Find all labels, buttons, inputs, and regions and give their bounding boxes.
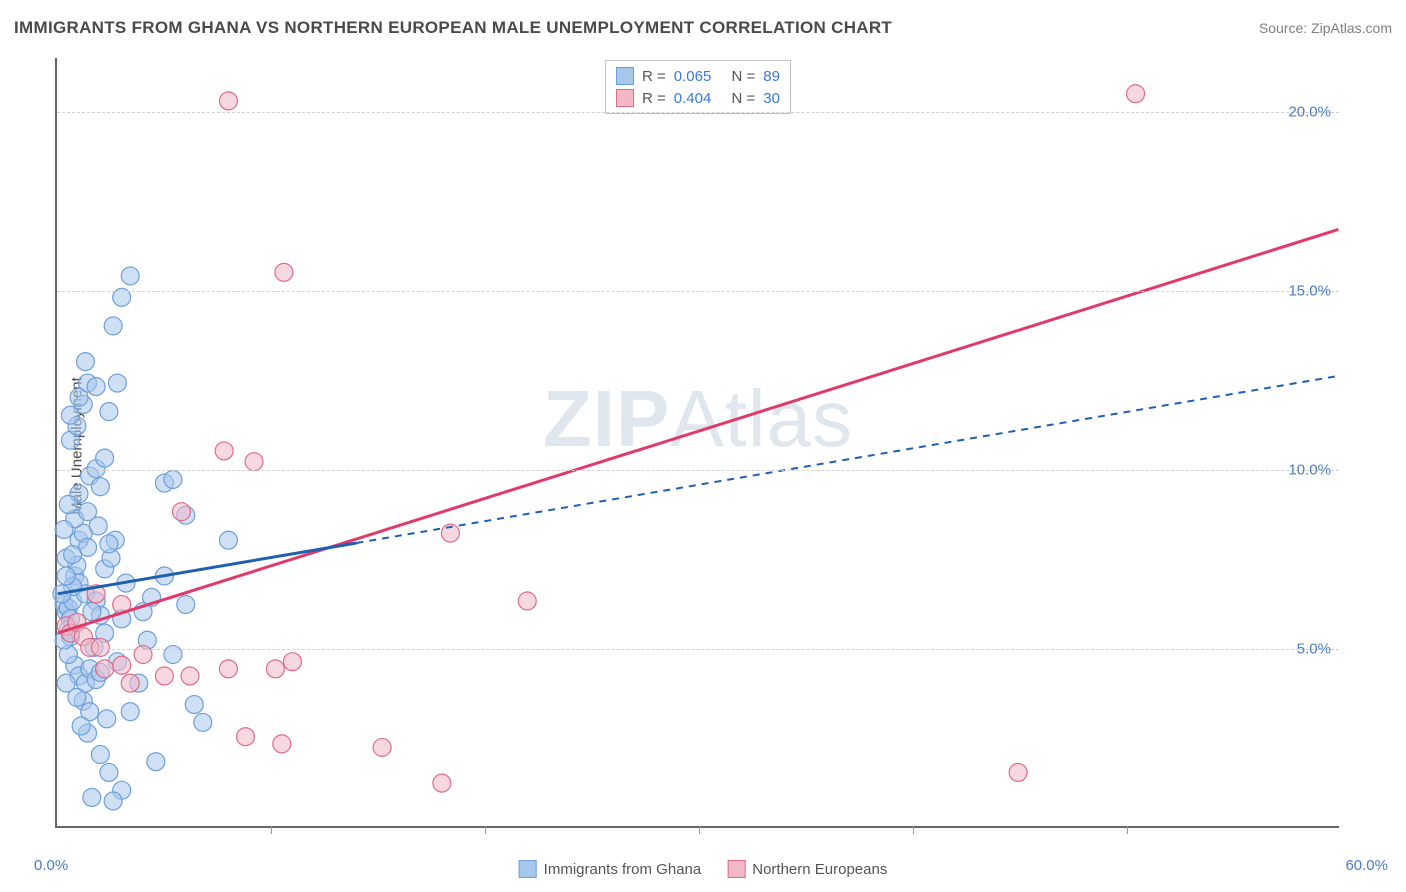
trend-line-dashed [356, 376, 1338, 543]
scatter-point [1009, 763, 1027, 781]
scatter-point [108, 374, 126, 392]
scatter-point [155, 667, 173, 685]
legend-row-a: R = 0.065 N = 89 [616, 65, 780, 87]
scatter-point [121, 267, 139, 285]
scatter-point [100, 763, 118, 781]
scatter-point [172, 503, 190, 521]
scatter-point [64, 546, 82, 564]
swatch-series-b-icon [727, 860, 745, 878]
plot-area: ZIPAtlas R = 0.065 N = 89 R = 0.404 N = … [55, 58, 1339, 828]
series-legend: Immigrants from Ghana Northern Europeans [519, 860, 888, 878]
x-tick-mark [1127, 826, 1128, 834]
scatter-point [57, 567, 75, 585]
scatter-point [113, 656, 131, 674]
scatter-point [59, 496, 77, 514]
scatter-point [433, 774, 451, 792]
gridline-h [57, 291, 1339, 292]
scatter-point [219, 660, 237, 678]
y-tick-label: 5.0% [1297, 640, 1331, 657]
scatter-point [68, 688, 86, 706]
swatch-series-b [616, 89, 634, 107]
x-tick-mark [913, 826, 914, 834]
n-label: N = [732, 68, 756, 85]
scatter-point [104, 792, 122, 810]
swatch-series-a-icon [519, 860, 537, 878]
r-label: R = [642, 90, 666, 107]
scatter-point [72, 717, 90, 735]
x-tick-mark [271, 826, 272, 834]
scatter-point [219, 531, 237, 549]
n-value-a: 89 [763, 68, 780, 85]
scatter-point [100, 535, 118, 553]
scatter-point [245, 453, 263, 471]
gridline-h [57, 470, 1339, 471]
chart-svg [57, 58, 1339, 826]
legend-item-b: Northern Europeans [727, 860, 887, 878]
r-value-b: 0.404 [674, 90, 712, 107]
r-value-a: 0.065 [674, 68, 712, 85]
legend-label-b: Northern Europeans [752, 861, 887, 878]
y-tick-label: 15.0% [1288, 282, 1331, 299]
scatter-point [83, 788, 101, 806]
x-tick-mark [485, 826, 486, 834]
legend-item-a: Immigrants from Ghana [519, 860, 702, 878]
scatter-point [89, 517, 107, 535]
scatter-point [98, 710, 116, 728]
legend-label-a: Immigrants from Ghana [544, 861, 702, 878]
y-tick-label: 10.0% [1288, 461, 1331, 478]
scatter-point [237, 728, 255, 746]
y-tick-label: 20.0% [1288, 103, 1331, 120]
scatter-point [181, 667, 199, 685]
scatter-point [185, 696, 203, 714]
scatter-point [91, 746, 109, 764]
scatter-point [147, 753, 165, 771]
n-value-b: 30 [763, 90, 780, 107]
scatter-point [91, 638, 109, 656]
swatch-series-a [616, 67, 634, 85]
correlation-legend: R = 0.065 N = 89 R = 0.404 N = 30 [605, 60, 791, 114]
legend-row-b: R = 0.404 N = 30 [616, 87, 780, 109]
r-label: R = [642, 68, 666, 85]
n-label: N = [732, 90, 756, 107]
scatter-point [177, 596, 195, 614]
scatter-point [518, 592, 536, 610]
chart-title: IMMIGRANTS FROM GHANA VS NORTHERN EUROPE… [14, 18, 892, 38]
scatter-point [164, 471, 182, 489]
scatter-point [121, 674, 139, 692]
scatter-point [275, 263, 293, 281]
scatter-point [83, 603, 101, 621]
scatter-point [87, 378, 105, 396]
x-tick-min: 0.0% [34, 857, 68, 874]
title-bar: IMMIGRANTS FROM GHANA VS NORTHERN EUROPE… [14, 18, 1392, 38]
scatter-point [61, 406, 79, 424]
scatter-point [55, 521, 73, 539]
scatter-point [273, 735, 291, 753]
scatter-point [194, 713, 212, 731]
gridline-h [57, 112, 1339, 113]
scatter-point [91, 478, 109, 496]
gridline-h [57, 649, 1339, 650]
scatter-point [104, 317, 122, 335]
scatter-point [373, 738, 391, 756]
scatter-point [121, 703, 139, 721]
scatter-point [219, 92, 237, 110]
scatter-point [100, 403, 118, 421]
scatter-point [1127, 85, 1145, 103]
x-tick-mark [699, 826, 700, 834]
scatter-point [96, 449, 114, 467]
scatter-point [266, 660, 284, 678]
x-tick-max: 60.0% [1345, 857, 1388, 874]
scatter-point [215, 442, 233, 460]
scatter-point [96, 660, 114, 678]
source-label: Source: ZipAtlas.com [1259, 20, 1392, 36]
scatter-point [76, 353, 94, 371]
scatter-point [283, 653, 301, 671]
